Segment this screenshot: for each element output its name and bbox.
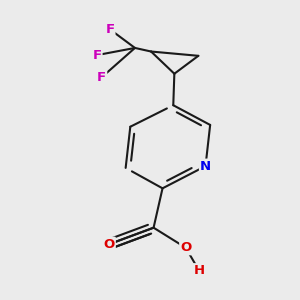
- Text: H: H: [194, 264, 205, 277]
- Text: F: F: [105, 23, 115, 36]
- Text: N: N: [200, 160, 211, 172]
- Text: F: F: [97, 71, 106, 84]
- Text: O: O: [180, 241, 191, 254]
- Text: F: F: [92, 49, 102, 62]
- Text: O: O: [103, 238, 115, 251]
